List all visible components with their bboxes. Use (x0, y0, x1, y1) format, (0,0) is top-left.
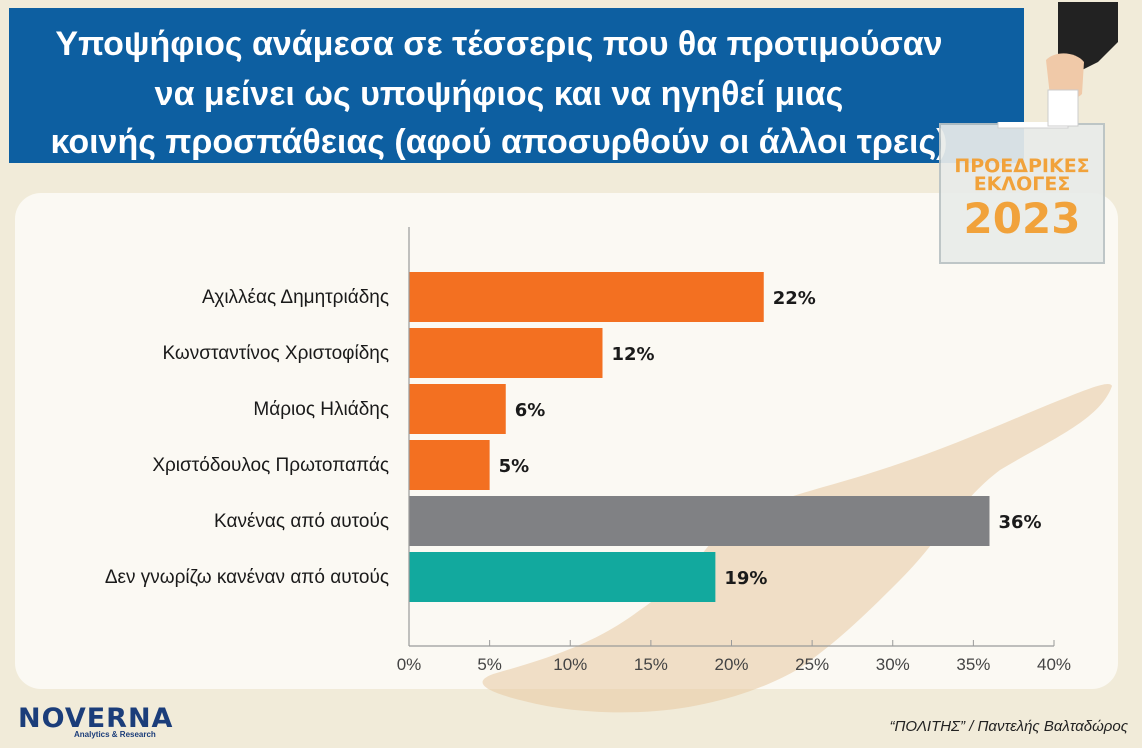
logo-wordmark: NOVERNA (18, 703, 174, 734)
category-label-5: Δεν γνωρίζω κανέναν από αυτούς (105, 567, 389, 588)
noverna-logo: NOVERNA Analytics & Research (18, 704, 178, 744)
bar-0 (409, 272, 764, 322)
category-label-4: Κανένας από αυτούς (214, 511, 389, 532)
value-label-2: 6% (515, 400, 546, 421)
x-tick-label-0: 0% (397, 655, 422, 674)
bar-4 (409, 496, 990, 546)
election-badge: ΠΡΟΕΔΡΙΚΕΣ ΕΚΛΟΓΕΣ 2023 (938, 2, 1118, 265)
category-label-2: Μάριος Ηλιάδης (253, 399, 389, 420)
chart-title-line-3: κοινής προσπάθειας (αφού αποσυρθούν οι ά… (50, 123, 948, 161)
category-label-1: Κωνσταντίνος Χριστοφίδης (162, 343, 389, 364)
bar-2 (409, 384, 506, 434)
x-tick-label-8: 40% (1037, 655, 1071, 674)
chart-title-line-2: να μείνει ως υποψήφιος και να ηγηθεί μια… (154, 75, 844, 113)
value-label-5: 19% (724, 568, 767, 589)
x-tick-label-2: 10% (553, 655, 587, 674)
source-credit: “ΠΟΛΙΤΗΣ” / Παντελής Βαλταδώρος (889, 718, 1128, 735)
x-tick-label-7: 35% (956, 655, 990, 674)
category-label-0: Αχιλλέας Δημητριάδης (202, 287, 389, 308)
badge-year: 2023 (963, 194, 1081, 243)
bar-1 (409, 328, 603, 378)
category-label-3: Χριστόδουλος Πρωτοπαπάς (152, 455, 389, 476)
value-label-4: 36% (999, 512, 1042, 533)
x-tick-label-3: 15% (634, 655, 668, 674)
hand-with-ballot-icon (1046, 2, 1118, 127)
title-banner: Υποψήφιος ανάμεσα σε τέσσερις που θα προ… (9, 8, 1024, 163)
bar-3 (409, 440, 490, 490)
chart-title-line-1: Υποψήφιος ανάμεσα σε τέσσερις που θα προ… (55, 25, 943, 63)
x-tick-label-1: 5% (477, 655, 502, 674)
value-label-3: 5% (499, 456, 530, 477)
x-tick-label-5: 25% (795, 655, 829, 674)
badge-line-1: ΠΡΟΕΔΡΙΚΕΣ (954, 155, 1090, 177)
value-label-1: 12% (612, 344, 655, 365)
value-label-0: 22% (773, 288, 816, 309)
x-tick-label-4: 20% (714, 655, 748, 674)
x-tick-label-6: 30% (876, 655, 910, 674)
ballot-box-icon (939, 122, 1105, 264)
badge-line-2: ΕΚΛΟΓΕΣ (973, 173, 1071, 195)
logo-subtitle: Analytics & Research (74, 730, 156, 739)
bar-5 (409, 552, 716, 602)
